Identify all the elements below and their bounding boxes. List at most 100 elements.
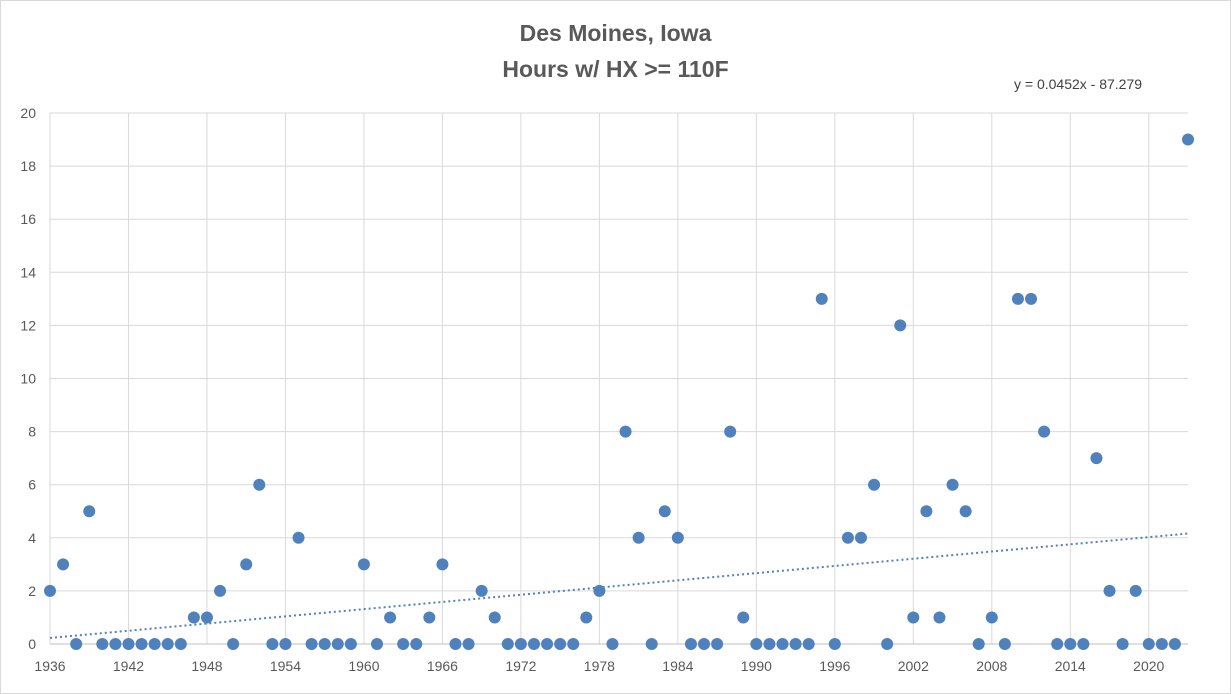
x-tick-label: 1996 (819, 658, 850, 674)
data-point (854, 531, 867, 544)
tick-labels: 0 2 4 6 8 10 12 14 16 18 20 1936 1942 1948 1954 1960 196… (20, 105, 1164, 674)
data-point (1011, 292, 1024, 305)
data-point (1155, 638, 1168, 650)
x-tick-label: 2002 (898, 658, 929, 674)
x-tick-label: 1966 (427, 658, 458, 674)
data-point (292, 531, 305, 544)
data-points (44, 133, 1194, 650)
data-point (1116, 638, 1129, 650)
data-point (789, 638, 802, 650)
data-point (227, 638, 240, 650)
data-point (344, 638, 357, 650)
data-point (567, 638, 580, 650)
data-point (122, 638, 135, 650)
data-point (305, 638, 318, 650)
data-point (998, 638, 1011, 650)
data-point (214, 584, 227, 597)
data-point (371, 638, 384, 650)
data-point (750, 638, 763, 650)
data-point (632, 531, 645, 544)
data-point (698, 638, 711, 650)
data-point (187, 611, 200, 624)
y-tick-label: 4 (28, 530, 36, 546)
data-point (763, 638, 776, 650)
data-point (488, 611, 501, 624)
data-point (606, 638, 619, 650)
data-point (240, 558, 253, 571)
data-point (1103, 584, 1116, 597)
y-tick-label: 18 (20, 158, 36, 174)
data-point (1168, 638, 1181, 650)
data-point (619, 425, 632, 438)
data-point (109, 638, 122, 650)
data-point (933, 611, 946, 624)
data-point (881, 638, 894, 650)
data-point (331, 638, 344, 650)
y-tick-label: 8 (28, 424, 36, 440)
gridlines (50, 112, 1188, 644)
data-point (449, 638, 462, 650)
x-tick-label: 1984 (662, 658, 693, 674)
data-point (868, 478, 881, 491)
data-point (83, 505, 96, 518)
data-point (514, 638, 527, 650)
x-tick-label: 1978 (584, 658, 615, 674)
data-point (828, 638, 841, 650)
x-tick-label: 1972 (505, 658, 536, 674)
data-point (436, 558, 449, 571)
trendline-equation: y = 0.0452x - 87.279 (1014, 76, 1143, 92)
data-point (410, 638, 423, 650)
data-point (174, 638, 187, 650)
y-tick-label: 16 (20, 211, 36, 227)
y-tick-label: 2 (28, 583, 36, 599)
data-point (96, 638, 109, 650)
data-point (1064, 638, 1077, 650)
data-point (541, 638, 554, 650)
data-point (711, 638, 724, 650)
data-point (161, 638, 174, 650)
data-point (671, 531, 684, 544)
data-point (57, 558, 70, 571)
y-tick-label: 20 (20, 105, 36, 121)
data-point (253, 478, 266, 491)
data-point (1142, 638, 1155, 650)
x-tick-label: 1936 (34, 658, 65, 674)
data-point (501, 638, 514, 650)
data-point (384, 611, 397, 624)
x-tick-label: 1942 (113, 658, 144, 674)
data-point (475, 584, 488, 597)
data-point (815, 292, 828, 305)
data-point (920, 505, 933, 518)
data-point (357, 558, 370, 571)
x-tick-label: 1948 (191, 658, 222, 674)
data-point (44, 584, 56, 597)
data-point (645, 638, 658, 650)
data-point (397, 638, 410, 650)
data-point (894, 319, 907, 332)
y-tick-label: 6 (28, 477, 36, 493)
data-point (802, 638, 815, 650)
x-tick-label: 2020 (1133, 658, 1164, 674)
trendline (49, 532, 1189, 639)
data-point (985, 611, 998, 624)
data-point (1077, 638, 1090, 650)
data-point (1090, 452, 1103, 465)
chart-title: Des Moines, Iowa (519, 20, 712, 46)
trendline-line (49, 532, 1189, 639)
data-point (1025, 292, 1038, 305)
data-point (776, 638, 789, 650)
data-point (959, 505, 972, 518)
data-point (554, 638, 567, 650)
data-point (279, 638, 292, 650)
data-point (1051, 638, 1064, 650)
x-tick-label: 1960 (348, 658, 379, 674)
data-point (946, 478, 959, 491)
data-point (70, 638, 83, 650)
data-point (423, 611, 436, 624)
data-point (972, 638, 985, 650)
data-point (907, 611, 920, 624)
data-point (1182, 133, 1194, 146)
data-point (593, 584, 606, 597)
